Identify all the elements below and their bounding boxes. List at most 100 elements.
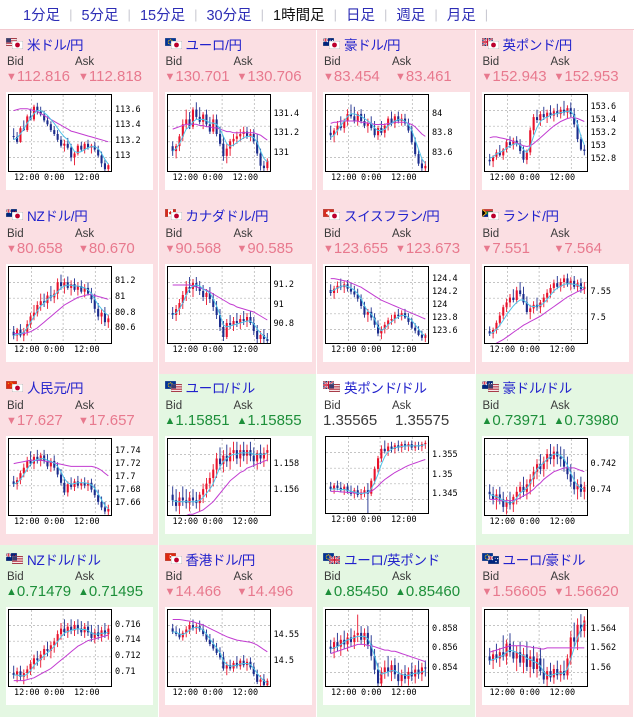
chart-plot-area — [166, 265, 271, 344]
price-chart[interactable]: 1.355 1.35 1.345 12:00 0:00 12:00 — [323, 433, 472, 532]
tab-3[interactable]: 30分足 — [197, 0, 261, 29]
tab-separator: | — [383, 7, 388, 22]
ask-value-group: ▼ 17.657 — [78, 412, 135, 431]
pair-header: 英ポンド/ドル — [323, 379, 469, 396]
tab-7[interactable]: 月足 — [437, 0, 485, 29]
chart-plot-area — [166, 609, 271, 688]
price-chart[interactable]: 7.55 7.5 12:00 0:00 12:00 — [481, 263, 629, 362]
x-axis-label: 0:00 — [361, 688, 382, 699]
pair-cell-12[interactable]: NZドル/ドル Bid Ask ▲ 0.71479 ▲ 0.71495 0.716 0… — [0, 545, 159, 717]
y-axis-label: 153 — [590, 141, 606, 151]
pair-cell-5[interactable]: カナダドル/円 Bid Ask ▼ 90.568 ▼ 90.585 91.2 91 90… — [158, 201, 317, 374]
ask-value: 1.15855 — [247, 411, 302, 429]
bid-label: Bid — [482, 56, 500, 68]
ask-value-group: 1.35575 — [395, 412, 449, 429]
pair-cell-1[interactable]: ユーロ/円 Bid Ask ▼ 130.701 ▼ 130.706 131.4 131… — [158, 30, 317, 202]
pair-cell-14[interactable]: ユーロ/英ポンド Bid Ask ▲ 0.85450 ▲ 0.85460 0.858… — [317, 545, 476, 717]
price-direction-arrow: ▲ — [236, 414, 248, 427]
chart-plot-area — [483, 437, 588, 516]
chart-plot-area — [325, 609, 429, 688]
ask-value: 80.670 — [88, 239, 135, 257]
price-chart[interactable]: 124.4 124.2 124 123.8 123.6 12:00 0:00 12:00 — [323, 263, 470, 362]
tab-6[interactable]: 週足 — [387, 0, 435, 29]
chart-x-axis: 12:00 0:00 12:00 — [484, 345, 590, 357]
price-chart[interactable]: 0.742 0.74 12:00 0:00 12:00 — [481, 435, 629, 534]
x-axis-label: 12:00 — [232, 344, 259, 355]
bid-value-group: ▼ 152.943 — [482, 68, 554, 87]
bid-ask-values: ▲ 0.73971 ▲ 0.73980 — [482, 412, 628, 431]
x-axis-label: 12:00 — [172, 516, 199, 527]
tab-separator: | — [484, 7, 489, 22]
y-axis-label: 113.2 — [115, 135, 141, 146]
pair-cell-10[interactable]: 英ポンド/ドル Bid Ask 1.35565 1.35575 1.355 1.3… — [317, 373, 476, 546]
pair-name: NZドル/ドル — [27, 552, 101, 568]
bid-ask-labels: Bid Ask — [6, 400, 152, 412]
pair-cell-8[interactable]: 人民元/円 Bid Ask ▼ 17.627 ▼ 17.657 17.74 17.72… — [0, 373, 159, 546]
tab-5[interactable]: 日足 — [336, 0, 384, 29]
ask-value-group: ▼ 7.564 — [554, 240, 602, 259]
price-chart[interactable]: 17.74 17.72 17.7 17.68 17.66 12:00 0:00 12:00 — [6, 435, 153, 534]
tab-separator: | — [127, 7, 131, 22]
y-axis-label: 131 — [273, 147, 289, 158]
flag-pair-icon — [164, 552, 183, 565]
ask-value: 112.818 — [88, 68, 142, 85]
price-chart[interactable]: 91.2 91 90.8 12:00 0:00 12:00 — [164, 263, 312, 362]
price-chart[interactable]: 1.564 1.562 1.56 12:00 0:00 12:00 — [481, 607, 629, 706]
pair-cell-9[interactable]: ユーロ/ドル Bid Ask ▲ 1.15851 ▲ 1.15855 1.158 1.… — [158, 373, 317, 546]
pair-cell-7[interactable]: ランド/円 Bid Ask ▼ 7.551 ▼ 7.564 7.55 7.5 12:0… — [475, 201, 634, 374]
tab-4[interactable]: 1時間足 — [264, 0, 334, 29]
x-axis-label: 12:00 — [549, 688, 576, 699]
bid-ask-values: ▼ 112.816 ▼ 112.818 — [6, 68, 152, 87]
price-direction-arrow: ▼ — [553, 586, 565, 599]
bid-ask-labels: Bid Ask — [482, 228, 628, 240]
x-axis-label: 12:00 — [14, 344, 40, 355]
y-axis-label: 90.8 — [273, 319, 294, 330]
pair-cell-2[interactable]: 豪ドル/円 Bid Ask ▼ 83.454 ▼ 83.461 84 83.8 83.6… — [317, 30, 476, 202]
pair-cell-15[interactable]: ユーロ/豪ドル Bid Ask ▼ 1.56605 ▼ 1.56620 1.564 1… — [475, 545, 634, 717]
pair-cell-0[interactable]: 米ドル/円 Bid Ask ▼ 112.816 ▼ 112.818 113.6 113… — [0, 30, 159, 202]
price-chart[interactable]: 0.716 0.714 0.712 0.71 12:00 0:00 12:00 — [6, 607, 153, 706]
bid-ask-values: ▼ 7.551 ▼ 7.564 — [482, 240, 628, 259]
y-axis-label: 153.4 — [590, 115, 617, 125]
pair-cell-13[interactable]: 香港ドル/円 Bid Ask ▼ 14.466 ▼ 14.496 14.55 14.5… — [158, 545, 317, 717]
tab-2[interactable]: 15分足 — [130, 0, 195, 29]
pair-cell-4[interactable]: NZドル/円 Bid Ask ▼ 80.658 ▼ 80.670 81.2 81 80.… — [0, 201, 159, 374]
price-chart[interactable]: 81.2 81 80.8 80.6 12:00 0:00 12:00 — [6, 263, 153, 362]
pair-header: 豪ドル/円 — [323, 35, 469, 53]
flag-pair-icon — [323, 381, 341, 393]
chart-y-axis: 1.355 1.35 1.345 — [432, 434, 472, 516]
pair-name: NZドル/円 — [27, 209, 88, 225]
tab-1[interactable]: 5分足 — [72, 0, 128, 29]
price-chart[interactable]: 0.858 0.856 0.854 12:00 0:00 12:00 — [323, 607, 470, 706]
y-axis-label: 1.562 — [590, 643, 617, 654]
price-chart[interactable]: 14.55 14.5 12:00 0:00 12:00 — [164, 607, 312, 706]
price-direction-arrow: ▼ — [78, 71, 89, 83]
pair-cell-11[interactable]: 豪ドル/ドル Bid Ask ▲ 0.73971 ▲ 0.73980 0.742 0.… — [475, 373, 634, 546]
chart-y-axis: 113.6 113.4 113.2 113 — [115, 92, 155, 174]
price-direction-arrow: ▼ — [164, 71, 176, 83]
pair-name: 豪ドル/ドル — [502, 381, 573, 396]
price-chart[interactable]: 113.6 113.4 113.2 113 12:00 0:00 12:00 — [6, 92, 153, 190]
price-chart[interactable]: 84 83.8 83.6 12:00 0:00 12:00 — [323, 92, 470, 190]
ask-label: Ask — [550, 56, 570, 68]
pair-header: NZドル/ドル — [6, 550, 152, 568]
bid-value-group: ▲ 0.73971 — [482, 412, 554, 431]
flag-pair-icon — [164, 381, 183, 393]
price-chart[interactable]: 1.158 1.156 12:00 0:00 12:00 — [164, 435, 312, 534]
bid-value: 0.85450 — [333, 583, 389, 601]
price-chart[interactable]: 131.4 131.2 131 12:00 0:00 12:00 — [164, 92, 312, 190]
x-axis-label: 0:00 — [202, 688, 223, 699]
bid-value-group: ▼ 17.627 — [6, 412, 78, 431]
tab-0[interactable]: 1分足 — [14, 0, 70, 29]
price-chart[interactable]: 153.6 153.4 153.2 153 152.8 12:00 0:00 12:00 — [481, 92, 629, 190]
bid-ask-labels: Bid Ask — [165, 571, 311, 583]
pair-header: ユーロ/ドル — [164, 379, 311, 396]
tab-label: 30分足 — [206, 8, 252, 24]
x-axis-label: 12:00 — [74, 516, 100, 527]
pair-cell-3[interactable]: 英ポンド/円 Bid Ask ▼ 152.943 ▼ 152.953 153.6 15… — [475, 30, 634, 202]
x-axis-label: 0:00 — [202, 173, 223, 183]
x-axis-label: 0:00 — [44, 173, 65, 183]
pair-cell-6[interactable]: スイスフラン/円 Bid Ask ▼ 123.655 ▼ 123.673 124.4… — [317, 201, 476, 374]
bid-ask-values: ▼ 152.943 ▼ 152.953 — [482, 68, 628, 87]
bid-value: 14.466 — [175, 583, 222, 601]
